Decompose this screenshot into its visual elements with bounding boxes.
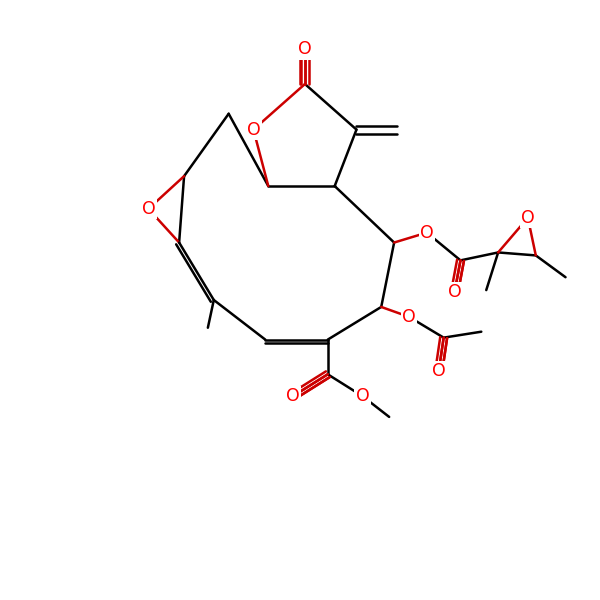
Text: O: O bbox=[356, 387, 369, 405]
Text: O: O bbox=[402, 308, 416, 326]
Text: O: O bbox=[298, 40, 312, 58]
Text: O: O bbox=[142, 200, 155, 218]
Text: O: O bbox=[420, 224, 434, 242]
Text: O: O bbox=[448, 283, 461, 301]
Text: O: O bbox=[247, 121, 260, 139]
Text: O: O bbox=[432, 362, 446, 380]
Text: O: O bbox=[286, 387, 300, 405]
Text: O: O bbox=[521, 209, 535, 227]
